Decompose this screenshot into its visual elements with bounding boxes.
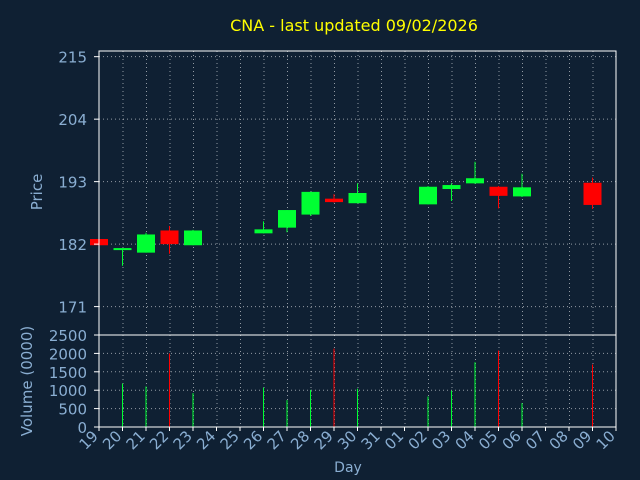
candle-body	[113, 248, 132, 251]
candle-body	[348, 193, 367, 204]
price-tick-label: 171	[58, 299, 87, 317]
candle-body	[419, 186, 437, 205]
candle-body	[466, 178, 484, 184]
volume-axis-label: Volume (0000)	[18, 326, 36, 436]
price-grid	[99, 51, 616, 335]
price-tick-label: 182	[58, 236, 87, 254]
candle-body	[489, 186, 508, 196]
price-tick-label: 193	[58, 174, 87, 192]
candle-body	[513, 187, 531, 197]
candle-body	[325, 198, 343, 203]
price-tick-label: 215	[58, 49, 87, 67]
volume-bars	[122, 348, 593, 427]
x-axis-ticks: 1920212223242526272829303101020304050607…	[76, 427, 619, 453]
candle-body	[583, 182, 602, 205]
price-y-ticks: 171 182 193 204 215	[58, 49, 99, 317]
volume-tick-label: 2500	[49, 327, 87, 345]
candle-body	[301, 191, 320, 215]
candle-body	[254, 229, 273, 234]
volume-tick-label: 0	[77, 419, 87, 437]
candle-body	[160, 230, 179, 245]
candle-body	[137, 234, 155, 253]
volume-tick-label: 2000	[49, 345, 87, 363]
x-axis-label: Day	[334, 460, 362, 476]
volume-tick-label: 500	[58, 401, 87, 419]
chart-title: CNA - last updated 09/02/2026	[230, 16, 478, 35]
volume-tick-label: 1500	[49, 364, 87, 382]
volume-tick-label: 1000	[49, 382, 87, 400]
price-tick-label: 204	[58, 111, 87, 129]
price-axis-label: Price	[28, 174, 46, 211]
candle-body	[442, 185, 461, 190]
candle-body	[184, 230, 202, 246]
candle-body	[278, 210, 296, 228]
